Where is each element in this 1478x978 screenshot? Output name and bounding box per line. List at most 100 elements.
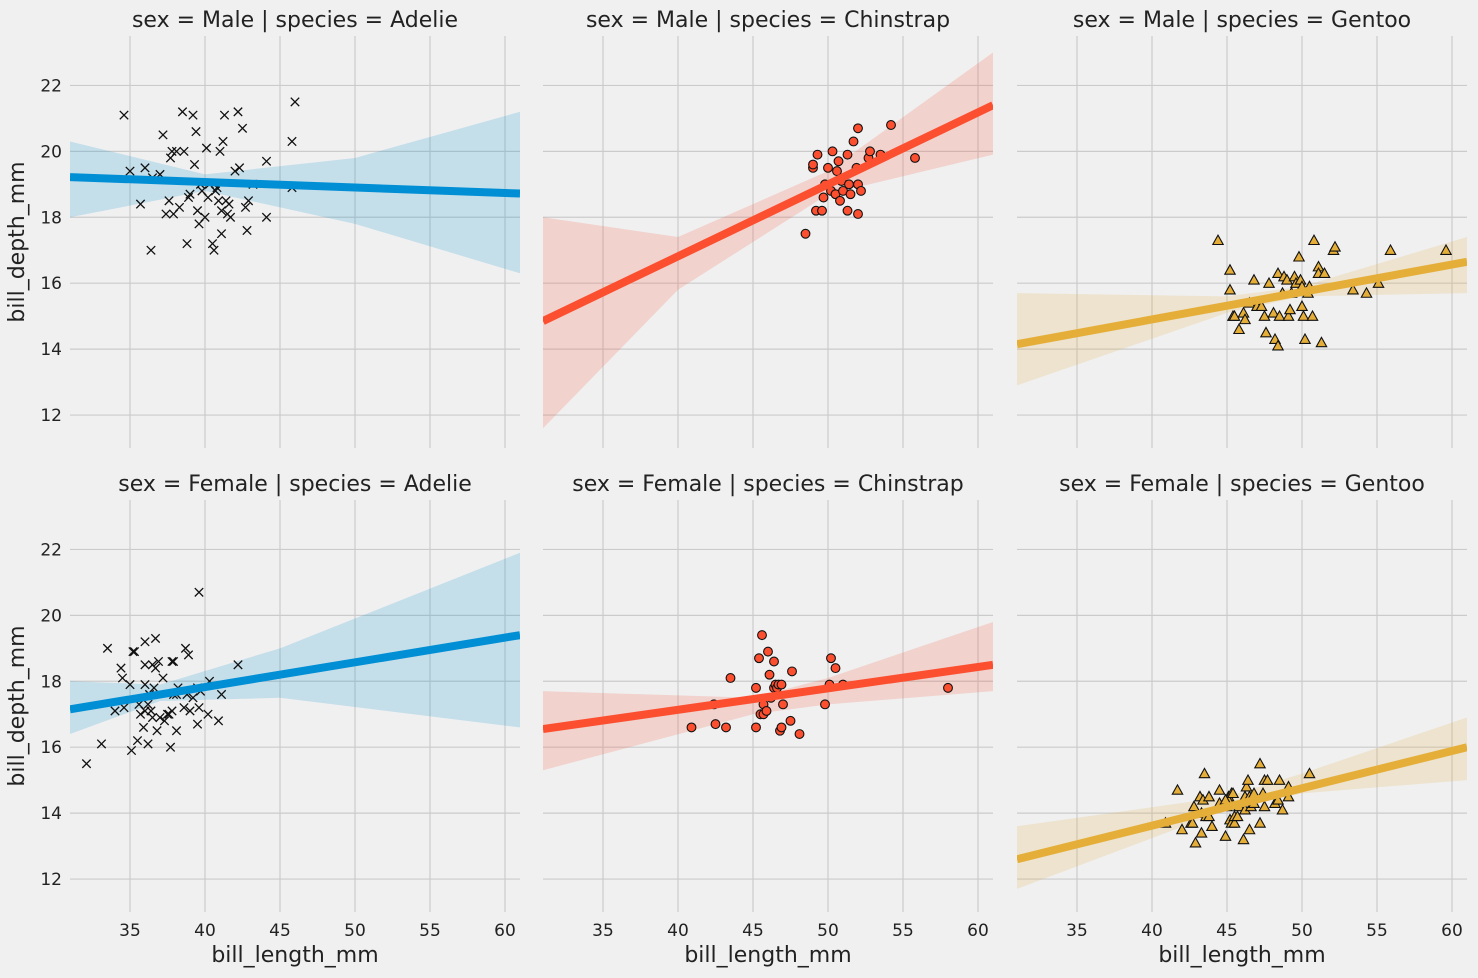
data-point: [216, 229, 227, 239]
regression-line: [70, 631, 520, 714]
data-point: [1360, 286, 1373, 298]
data-point: [1223, 263, 1237, 275]
data-point: [132, 735, 143, 746]
data-point: [213, 716, 224, 726]
data-point: [81, 759, 92, 769]
data-point: [203, 192, 213, 203]
data-point: [194, 702, 204, 713]
data-point: [218, 136, 228, 147]
data-point: [725, 673, 736, 683]
x-axis-label: bill_length_mm: [1158, 943, 1325, 968]
data-point: [191, 126, 201, 137]
data-point: [200, 212, 210, 222]
confidence-band: [1017, 237, 1467, 386]
data-point: [164, 196, 174, 206]
x-tick-label: 40: [194, 921, 216, 941]
data-point: [812, 149, 823, 160]
y-tick-label: 20: [40, 606, 62, 626]
x-tick-label: 60: [1441, 921, 1463, 941]
panel-title: sex = Female | species = Adelie: [118, 472, 472, 497]
panel-female-adelie: sex = Female | species = Adelie 12 14 16 18 2…: [5, 472, 520, 968]
data-point: [192, 719, 203, 729]
data-point: [146, 245, 156, 255]
data-point: [155, 712, 165, 723]
y-tick-label: 18: [40, 672, 62, 692]
data-point: [776, 722, 787, 733]
data-point: [1228, 309, 1241, 321]
data-point: [225, 212, 236, 222]
x-tick-label: 55: [1366, 921, 1388, 941]
data-point: [710, 719, 721, 730]
data-point: [215, 146, 225, 157]
data-point: [224, 199, 234, 209]
data-point: [1298, 332, 1312, 344]
data-point: [1384, 243, 1397, 255]
x-tick-label: 60: [967, 921, 989, 941]
data-point: [1307, 234, 1321, 246]
data-point: [209, 245, 219, 255]
data-point: [110, 706, 120, 716]
x-tick-label: 60: [494, 921, 516, 941]
data-point: [820, 699, 830, 710]
data-point: [189, 159, 200, 170]
data-point: [150, 633, 161, 644]
data-point: [167, 656, 177, 667]
data-point: [842, 149, 853, 160]
data-point: [886, 120, 896, 130]
data-point: [179, 702, 189, 713]
data-point: [162, 709, 173, 719]
data-point: [827, 146, 838, 157]
y-tick-label: 14: [40, 340, 62, 360]
data-point: [842, 205, 853, 216]
data-point: [126, 745, 137, 756]
data-point: [853, 123, 863, 134]
data-point: [185, 706, 195, 716]
data-point: [686, 722, 697, 733]
data-point: [167, 706, 177, 716]
data-point: [1328, 240, 1342, 252]
data-point: [1318, 266, 1331, 279]
data-point: [174, 202, 185, 213]
data-point: [243, 196, 254, 206]
data-point: [818, 192, 829, 203]
y-tick-label: 16: [40, 738, 62, 758]
data-point: [192, 206, 203, 216]
data-point: [787, 666, 797, 677]
regression-line: [70, 173, 520, 198]
data-point: [1303, 767, 1316, 779]
data-point: [1292, 250, 1306, 262]
data-point: [751, 682, 761, 693]
data-point: [1273, 309, 1286, 321]
data-point: [147, 712, 158, 723]
data-point: [216, 206, 227, 216]
data-point: [1262, 276, 1276, 288]
data-point: [721, 722, 731, 733]
data-point: [1211, 234, 1225, 246]
data-point: [188, 110, 198, 120]
data-point: [1259, 326, 1273, 338]
data-point: [216, 689, 227, 700]
data-point: [1253, 816, 1267, 828]
x-tick-label: 40: [1141, 921, 1163, 941]
data-point: [1232, 323, 1246, 335]
data-point: [194, 587, 204, 597]
data-point: [165, 742, 176, 752]
data-point: [287, 136, 297, 147]
data-point: [233, 107, 243, 117]
data-point: [769, 656, 779, 667]
regression-line: [543, 101, 993, 325]
data-point: [117, 673, 128, 683]
data-point: [845, 189, 856, 200]
data-point: [128, 646, 138, 657]
data-point: [1271, 339, 1285, 351]
panel-female-gentoo: sex = Female | species = Gentoo 35 40 45 50 5…: [1017, 472, 1467, 968]
data-point: [135, 199, 146, 209]
panel-title: sex = Female | species = Chinstrap: [572, 472, 964, 497]
data-point: [844, 179, 854, 190]
data-point: [808, 159, 818, 170]
plot-area: [70, 97, 520, 274]
data-point: [1219, 829, 1232, 841]
data-point: [290, 97, 300, 107]
data-point: [1258, 309, 1271, 321]
